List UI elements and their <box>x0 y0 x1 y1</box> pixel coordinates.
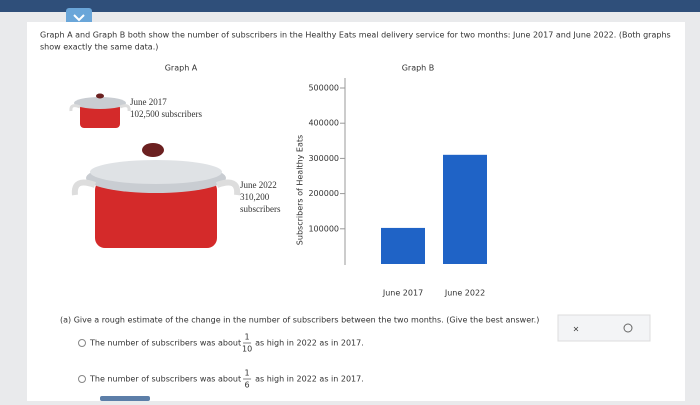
graph-b-title: Graph B <box>402 64 435 73</box>
pot-label: June 2022 <box>240 180 277 190</box>
top-bar <box>0 0 700 12</box>
fraction-denominator: 10 <box>242 345 252 354</box>
pot-label: June 2017 <box>130 97 167 107</box>
fraction-numerator: 1 <box>245 333 250 342</box>
action-box <box>557 314 651 342</box>
large-pot <box>71 143 241 248</box>
y-tick-label: 500000 <box>308 84 339 93</box>
bottom-button[interactable] <box>100 396 150 401</box>
options: The number of subscribers was about110as… <box>78 333 364 390</box>
undo-button[interactable] <box>623 323 633 333</box>
bar <box>381 227 425 264</box>
fraction-denominator: 6 <box>245 381 250 390</box>
graph-a-title: Graph A <box>165 64 198 73</box>
y-axis-label: Subscribers of Healthy Eats <box>296 135 305 245</box>
intro-text: show exactly the same data.) <box>40 43 158 52</box>
y-tick-label: 200000 <box>308 189 339 198</box>
y-tick-label: 100000 <box>308 224 339 233</box>
small-pot <box>69 93 131 128</box>
option-text: The number of subscribers was about <box>89 339 241 348</box>
x-tick-label: June 2022 <box>444 289 485 298</box>
collapse-button[interactable] <box>66 8 92 26</box>
option-text: The number of subscribers was about <box>89 375 241 384</box>
y-tick-label: 400000 <box>308 119 339 128</box>
clear-button[interactable]: × <box>573 325 580 334</box>
fraction-numerator: 1 <box>245 369 250 378</box>
radio-button[interactable] <box>78 339 86 347</box>
chevron-icon <box>73 14 85 22</box>
y-tick-label: 300000 <box>308 154 339 163</box>
option-text: as high in 2022 as in 2017. <box>255 375 364 384</box>
question-prompt: (a) Give a rough estimate of the change … <box>60 316 539 325</box>
option-text: as high in 2022 as in 2017. <box>255 339 364 348</box>
graph-b: Subscribers of Healthy Eats 100000 200000… <box>296 78 487 298</box>
bar <box>443 154 487 264</box>
radio-button[interactable] <box>78 375 86 383</box>
intro-text: Graph A and Graph B both show the number… <box>40 31 671 40</box>
pot-label: subscribers <box>240 204 281 214</box>
pot-label: 102,500 subscribers <box>130 109 202 119</box>
pot-label: 310,200 <box>240 192 270 202</box>
x-tick-label: June 2017 <box>382 289 423 298</box>
